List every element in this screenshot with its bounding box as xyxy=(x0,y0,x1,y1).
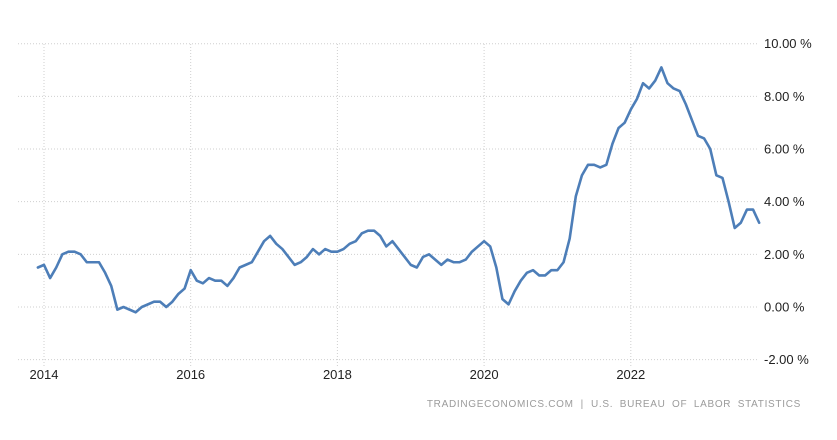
vertical-gridlines xyxy=(43,44,632,366)
y-tick-label: 10.00 % xyxy=(764,36,812,51)
x-axis-labels: 2014 2016 2018 2020 2022 xyxy=(30,367,646,382)
y-tick-label: 2.00 % xyxy=(764,247,805,262)
y-tick-label: -2.00 % xyxy=(764,352,809,367)
source-bls: U.S. BUREAU OF LABOR STATISTICS xyxy=(590,399,801,410)
x-tick-label: 2014 xyxy=(30,367,59,382)
y-axis-labels: 10.00 % 8.00 % 6.00 % 4.00 % 2.00 % 0.00 % -2.… xyxy=(764,36,812,367)
y-tick-label: 0.00 % xyxy=(764,300,805,315)
horizontal-gridlines xyxy=(18,43,757,361)
inflation-line-series xyxy=(36,66,761,314)
y-tick-label: 8.00 % xyxy=(764,89,805,104)
x-tick-label: 2022 xyxy=(616,367,645,382)
y-tick-label: 4.00 % xyxy=(764,194,805,209)
x-tick-label: 2018 xyxy=(323,367,352,382)
y-tick-label: 6.00 % xyxy=(764,142,805,157)
chart-attribution: TRADINGECONOMICS.COM | U.S. BUREAU OF LABO… xyxy=(427,399,801,411)
x-tick-label: 2016 xyxy=(176,367,205,382)
x-tick-label: 2020 xyxy=(470,367,499,382)
source-tradingeconomics: TRADINGECONOMICS.COM xyxy=(426,399,574,410)
attribution-separator: | xyxy=(580,399,584,410)
